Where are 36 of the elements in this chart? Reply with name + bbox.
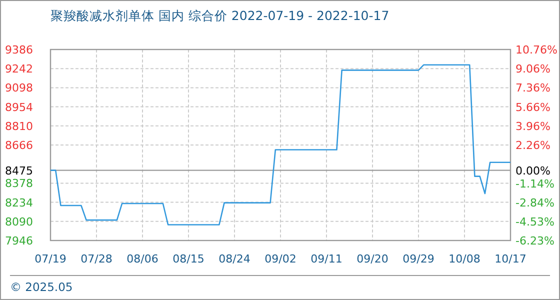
y-tick-label: 9098 — [5, 82, 33, 95]
y2-tick-label: 10.76% — [516, 44, 558, 56]
x-tick-label: 09/02 — [264, 252, 296, 266]
x-tick-label: 10/08 — [448, 252, 480, 266]
y-tick-label: 9242 — [5, 62, 33, 76]
x-tick-label: 08/06 — [126, 252, 158, 266]
y2-tick-label: 3.96% — [516, 120, 550, 133]
y2-tick-label: -1.14% — [516, 177, 554, 190]
x-tick-label: 08/15 — [172, 252, 204, 266]
text: © 2025.05 — [10, 280, 73, 294]
y-tick-label: 8666 — [5, 139, 33, 152]
y-tick-label: 7946 — [5, 234, 33, 248]
y2-tick-label: -4.53% — [516, 215, 554, 228]
x-tick-label: 09/29 — [402, 252, 434, 266]
y2-tick-label: 9.06% — [516, 62, 550, 76]
y-tick-label: 8954 — [5, 100, 33, 114]
y2-tick-label: 5.66% — [516, 100, 550, 114]
y2-tick-label: 2.26% — [516, 139, 550, 152]
x-tick-label: 08/24 — [218, 252, 250, 266]
x-tick-label: 09/20 — [356, 252, 388, 266]
line-series — [50, 64, 512, 226]
y2-tick-label: -2.84% — [516, 196, 554, 210]
y2-tick-label: 0.00% — [516, 164, 550, 178]
x-tick-label: 07/28 — [80, 252, 112, 266]
y2-tick-label: -6.23% — [516, 234, 554, 248]
y-tick-label: 8234 — [5, 196, 33, 210]
y-tick-label: 8090 — [5, 215, 33, 228]
y-tick-label: 8378 — [5, 177, 33, 190]
y-tick-label: 9386 — [5, 44, 33, 56]
x-tick-label: 10/17 — [494, 252, 526, 266]
x-tick-label: 07/19 — [34, 252, 66, 266]
y-tick-label: 8810 — [5, 120, 33, 133]
x-tick-label: 09/11 — [310, 252, 342, 266]
chart-title: 聚羧酸减水剂单体 国内 综合价 2022-07-19 - 2022-10-17 — [50, 8, 390, 23]
y2-tick-label: 7.36% — [516, 82, 550, 95]
y-tick-label: 8475 — [5, 164, 33, 178]
